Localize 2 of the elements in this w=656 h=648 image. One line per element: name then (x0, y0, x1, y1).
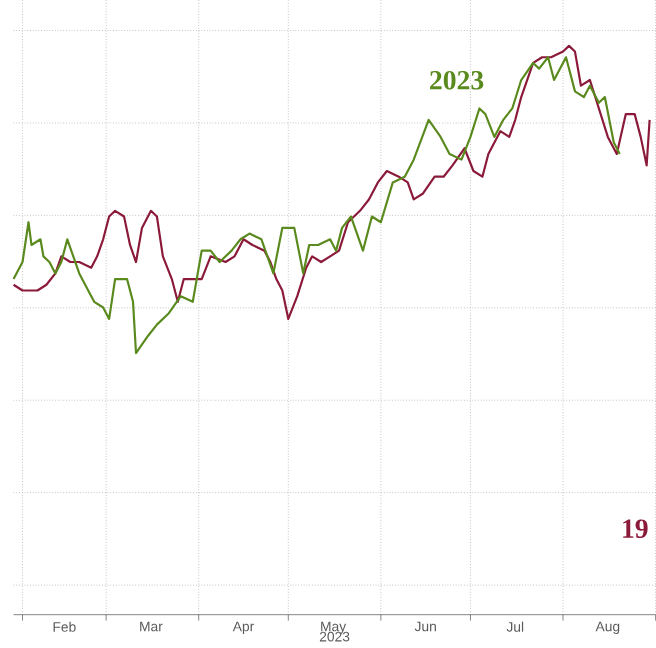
series-label: 2023 (430, 70, 484, 90)
text: 19 (623, 519, 648, 538)
